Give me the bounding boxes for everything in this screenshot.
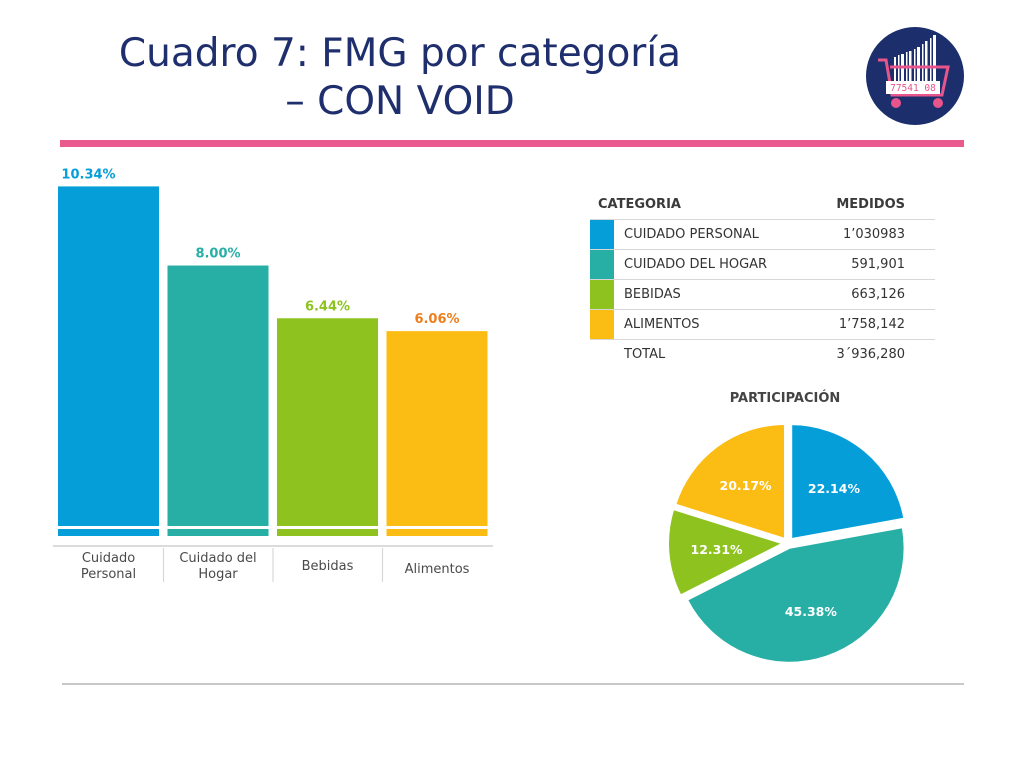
pie-data-label: 12.31% [691,542,744,557]
table-cell-category: CUIDADO PERSONAL [614,219,810,250]
table-row: ALIMENTOS 1’758,142 [590,309,935,340]
bar-data-label: 8.00% [195,247,240,262]
category-tick-label: Alimentos [405,562,470,577]
logo-barcode-text: 77541 08 [890,83,936,94]
pie-slice-0 [790,423,906,541]
pie-data-label: 22.14% [808,481,861,496]
table-row: BEBIDAS 663,126 [590,279,935,310]
pie-chart: 22.14% 45.38% 12.31% 20.17% [667,422,906,664]
logo: 77541 08 [866,27,964,125]
bar-base-band [167,526,269,529]
table-cell-category: ALIMENTOS [614,309,810,340]
bar-base-band [58,526,159,529]
bar-base-band [386,526,488,529]
bar-1 [167,265,269,536]
table-row: CUIDADO DEL HOGAR 591,901 [590,249,935,280]
bar-2 [277,318,378,536]
color-swatch [590,249,614,280]
pie-slice-1 [685,526,906,664]
table-cell-total-label: TOTAL [624,347,666,362]
bar-base-band [277,526,378,529]
bar-data-label: 6.44% [305,299,350,314]
bar-chart: 10.34% Cuidado Personal 8.00% Cuidado del Hog… [53,167,493,582]
table-cell-category: CUIDADO DEL HOGAR [614,249,810,280]
table-total-row: TOTAL 3´936,280 [590,340,935,370]
bottom-divider [62,683,964,685]
color-swatch [590,219,614,250]
pie-data-label: 45.38% [785,604,838,619]
column-header-categoria: CATEGORIA [590,190,810,220]
table-cell-category: BEBIDAS [614,279,810,310]
category-tick-label: Cuidado del Hogar [179,551,256,582]
bar-data-label: 6.06% [414,312,459,327]
pie-chart-title: PARTICIPACIÓN [729,391,841,406]
title-line-1: Cuadro 7: FMG por categoría [118,31,682,76]
bar-data-label: 10.34% [61,167,115,182]
table-cell-value: 1’758,142 [809,309,935,340]
table-header-row: CATEGORIA MEDIDOS [590,190,935,220]
table-cell-value: 591,901 [809,249,935,280]
color-swatch [590,279,614,310]
category-tick-label: Bebidas [302,559,354,574]
table-cell-total-value: 3´936,280 [836,347,905,362]
shopping-cart-icon [878,58,950,108]
table-row: CUIDADO PERSONAL 1’030983 [590,219,935,250]
table-cell-value: 663,126 [809,279,935,310]
table-cell-value: 1’030983 [809,219,935,250]
measurements-table: CATEGORIA MEDIDOS CUIDADO PERSONAL 1’030… [590,190,935,369]
category-tick-label: Cuidado Personal [81,551,136,582]
accent-divider [60,140,964,147]
title-line-2: – CON VOID [285,79,515,124]
pie-slice-2 [667,507,786,597]
page-title: Cuadro 7: FMG por categoría – CON VOID [100,30,700,126]
bar-3 [386,331,488,536]
color-swatch [590,309,614,340]
pie-data-label: 20.17% [720,478,773,493]
bar-0 [58,186,159,536]
column-header-medidos: MEDIDOS [809,190,935,220]
pie-slice-3 [674,422,787,541]
